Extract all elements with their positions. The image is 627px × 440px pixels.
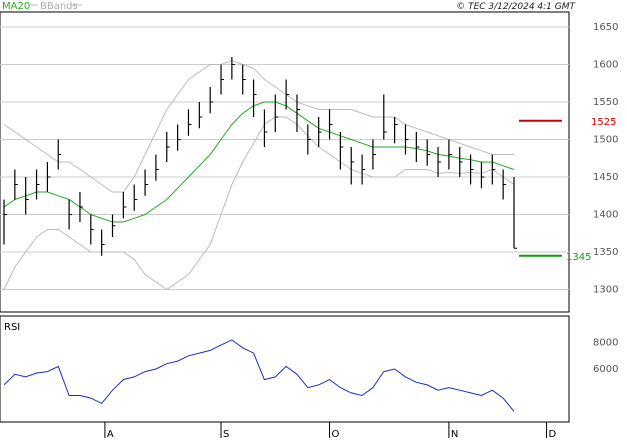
price-bar — [285, 79, 290, 110]
bband-lower — [3, 116, 515, 291]
price-bar — [3, 199, 7, 245]
support-label: 1345 — [566, 252, 591, 263]
price-bar — [35, 169, 40, 200]
price-y-tick-label: 1500 — [593, 135, 618, 146]
price-bar — [328, 109, 333, 140]
legend-bbands: BBands — [40, 1, 78, 12]
price-bar — [383, 94, 387, 140]
ma20-polyline — [3, 101, 515, 223]
price-bar — [350, 147, 355, 185]
price-bar — [220, 64, 225, 95]
price-bar — [101, 229, 105, 256]
price-bar — [198, 102, 203, 129]
rsi-line — [3, 339, 515, 412]
price-bar — [404, 124, 409, 155]
price-bar — [68, 199, 73, 230]
price-bar — [263, 109, 268, 147]
price-y-tick-label: 1600 — [593, 60, 618, 71]
price-bar — [415, 132, 420, 162]
price-bar — [426, 139, 431, 166]
rsi-y-tick-label: 8000 — [593, 338, 618, 349]
price-bar — [166, 132, 170, 162]
price-bar — [14, 169, 18, 200]
price-bar — [361, 154, 366, 185]
price-bar — [394, 117, 398, 144]
rsi-y-tick-label: 6000 — [593, 364, 618, 375]
price-bar — [318, 117, 322, 147]
legend-ma20: MA20 — [2, 1, 30, 12]
rsi-polyline — [3, 339, 515, 412]
price-y-tick-label: 1650 — [593, 22, 618, 33]
month-label: D — [549, 429, 557, 440]
price-bar — [187, 109, 192, 136]
price-bar — [252, 79, 257, 117]
price-bar — [144, 169, 149, 196]
price-bar — [122, 192, 127, 219]
price-bar — [372, 139, 376, 170]
price-bar — [459, 147, 463, 177]
price-bar — [90, 214, 94, 245]
price-bar — [437, 147, 442, 177]
chart-header: MA20 BBands © TEC 3/12/2024 4:1 GMT — [2, 1, 577, 12]
price-bar — [57, 139, 62, 170]
price-gridlines — [0, 26, 569, 290]
month-label: O — [332, 429, 340, 440]
copyright-text: © TEC 3/12/2024 4:1 GMT — [456, 2, 576, 12]
price-y-tick-label: 1300 — [593, 285, 618, 296]
rsi-title: RSI — [4, 322, 20, 333]
month-label: A — [107, 429, 114, 440]
support-resistance-levels: 1525 1345 — [519, 117, 616, 263]
price-bar — [480, 162, 485, 189]
price-bar — [502, 169, 507, 200]
month-label: S — [223, 429, 229, 440]
price-bar — [209, 87, 214, 114]
price-bar — [469, 154, 474, 185]
rsi-panel-frame — [0, 315, 570, 423]
price-panel-frame — [0, 11, 570, 313]
price-bar — [133, 184, 138, 211]
price-y-tick-label: 1550 — [593, 97, 618, 108]
price-bars — [3, 57, 517, 256]
price-y-tick-label: 1350 — [593, 247, 618, 258]
price-bar — [513, 177, 517, 249]
price-bar — [296, 94, 300, 132]
price-bar — [177, 124, 181, 151]
month-label: N — [451, 429, 458, 440]
price-bar — [307, 124, 311, 155]
price-bar — [79, 192, 83, 222]
price-bar — [339, 132, 344, 170]
price-bar — [274, 94, 279, 132]
price-bar — [231, 57, 235, 80]
price-bar — [491, 154, 496, 185]
price-bar — [242, 64, 246, 95]
price-bar — [155, 154, 159, 181]
price-bar — [448, 139, 452, 170]
price-y-tick-label: 1450 — [593, 172, 618, 183]
price-bar — [111, 214, 116, 237]
resistance-label: 1525 — [591, 117, 616, 128]
bollinger-bands — [3, 60, 515, 291]
price-y-tick-labels: 1300 1350 1400 1450 1500 1550 1600 1650 — [593, 22, 618, 296]
rsi-y-tick-labels: 6000 8000 — [593, 338, 618, 376]
price-bar — [46, 162, 51, 192]
price-y-tick-label: 1400 — [593, 210, 618, 221]
price-bar — [25, 177, 29, 215]
bband-upper — [3, 60, 514, 193]
ma20-line — [3, 101, 515, 223]
